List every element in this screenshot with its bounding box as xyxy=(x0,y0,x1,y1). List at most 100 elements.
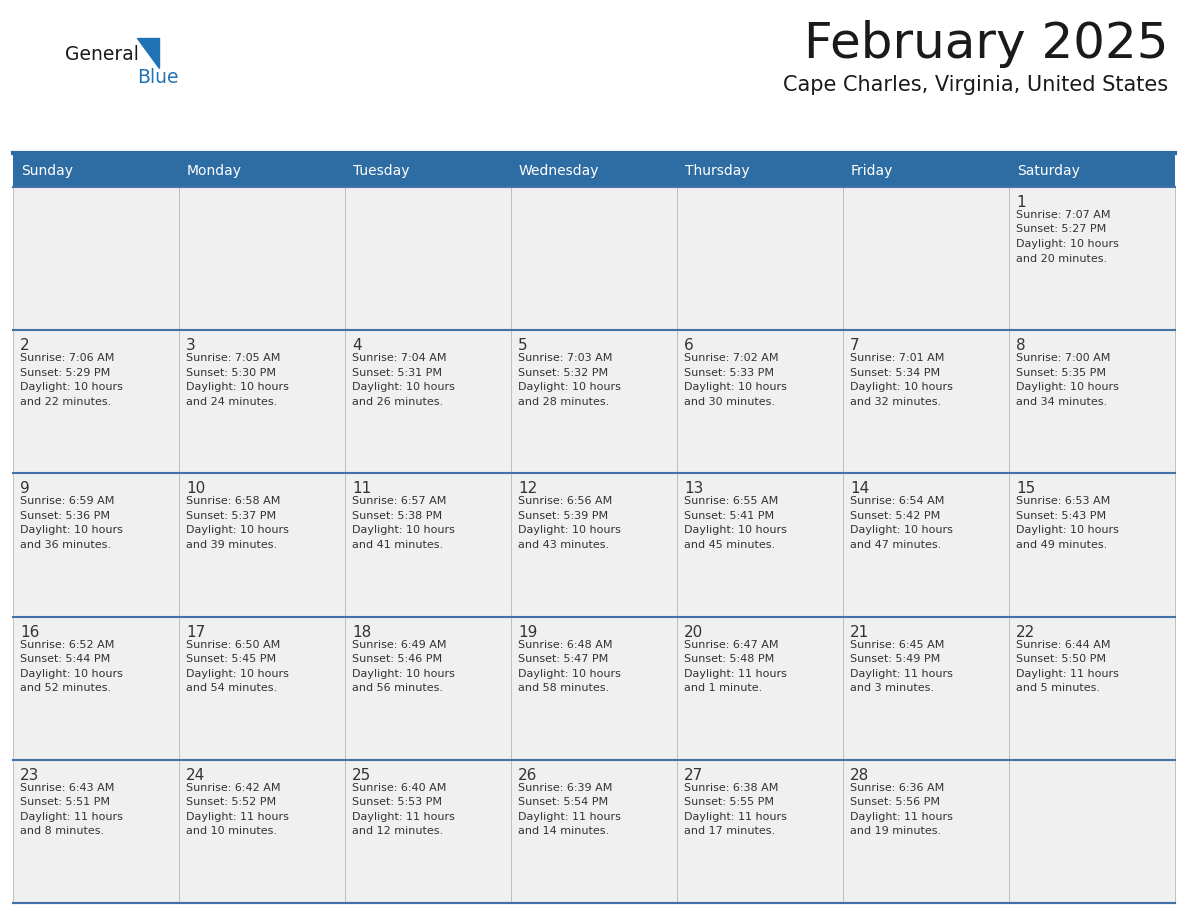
Bar xyxy=(345,617,511,760)
Text: Sunrise: 7:06 AM: Sunrise: 7:06 AM xyxy=(20,353,114,364)
Text: Sunrise: 6:43 AM: Sunrise: 6:43 AM xyxy=(20,783,114,793)
Text: and 58 minutes.: and 58 minutes. xyxy=(518,683,609,693)
Bar xyxy=(677,617,843,760)
Text: 24: 24 xyxy=(187,767,206,783)
Bar xyxy=(13,330,179,474)
Text: and 34 minutes.: and 34 minutes. xyxy=(1016,397,1107,407)
Bar xyxy=(843,330,1009,474)
Text: 10: 10 xyxy=(187,481,206,497)
Text: Sunrise: 6:47 AM: Sunrise: 6:47 AM xyxy=(684,640,778,650)
Text: Sunset: 5:38 PM: Sunset: 5:38 PM xyxy=(352,511,442,521)
Text: Daylight: 10 hours: Daylight: 10 hours xyxy=(1016,525,1119,535)
Text: Daylight: 11 hours: Daylight: 11 hours xyxy=(352,812,455,822)
Text: 6: 6 xyxy=(684,338,694,353)
Text: 9: 9 xyxy=(20,481,30,497)
Text: General: General xyxy=(65,45,139,64)
Text: February 2025: February 2025 xyxy=(803,20,1168,68)
Text: Sunset: 5:52 PM: Sunset: 5:52 PM xyxy=(187,798,276,807)
Text: Cape Charles, Virginia, United States: Cape Charles, Virginia, United States xyxy=(783,75,1168,95)
Text: Daylight: 10 hours: Daylight: 10 hours xyxy=(1016,239,1119,249)
Text: Sunrise: 6:52 AM: Sunrise: 6:52 AM xyxy=(20,640,114,650)
Text: Sunset: 5:41 PM: Sunset: 5:41 PM xyxy=(684,511,775,521)
Text: Sunset: 5:55 PM: Sunset: 5:55 PM xyxy=(684,798,775,807)
Text: Sunset: 5:39 PM: Sunset: 5:39 PM xyxy=(518,511,608,521)
Text: Sunset: 5:29 PM: Sunset: 5:29 PM xyxy=(20,368,110,377)
Text: Sunrise: 7:02 AM: Sunrise: 7:02 AM xyxy=(684,353,778,364)
Bar xyxy=(677,330,843,474)
Text: Daylight: 10 hours: Daylight: 10 hours xyxy=(352,668,455,678)
Text: Sunrise: 6:38 AM: Sunrise: 6:38 AM xyxy=(684,783,778,793)
Text: Sunrise: 6:57 AM: Sunrise: 6:57 AM xyxy=(352,497,447,507)
Bar xyxy=(677,187,843,330)
Text: and 5 minutes.: and 5 minutes. xyxy=(1016,683,1100,693)
Text: and 1 minute.: and 1 minute. xyxy=(684,683,763,693)
Text: Tuesday: Tuesday xyxy=(353,164,410,178)
Text: Daylight: 10 hours: Daylight: 10 hours xyxy=(849,525,953,535)
Text: Daylight: 11 hours: Daylight: 11 hours xyxy=(518,812,621,822)
Text: Sunrise: 7:01 AM: Sunrise: 7:01 AM xyxy=(849,353,944,364)
Bar xyxy=(843,187,1009,330)
Text: Daylight: 10 hours: Daylight: 10 hours xyxy=(518,668,621,678)
Text: 3: 3 xyxy=(187,338,196,353)
Text: 23: 23 xyxy=(20,767,39,783)
Text: 8: 8 xyxy=(1016,338,1025,353)
Text: 28: 28 xyxy=(849,767,870,783)
Text: 16: 16 xyxy=(20,624,39,640)
Text: 2: 2 xyxy=(20,338,30,353)
Bar xyxy=(13,474,179,617)
Polygon shape xyxy=(137,38,159,68)
Text: and 41 minutes.: and 41 minutes. xyxy=(352,540,443,550)
Text: Sunset: 5:54 PM: Sunset: 5:54 PM xyxy=(518,798,608,807)
Text: Sunrise: 6:50 AM: Sunrise: 6:50 AM xyxy=(187,640,280,650)
Text: and 47 minutes.: and 47 minutes. xyxy=(849,540,941,550)
Bar xyxy=(13,617,179,760)
Text: Sunrise: 6:39 AM: Sunrise: 6:39 AM xyxy=(518,783,612,793)
Text: and 54 minutes.: and 54 minutes. xyxy=(187,683,277,693)
Text: Thursday: Thursday xyxy=(685,164,750,178)
Text: Sunset: 5:50 PM: Sunset: 5:50 PM xyxy=(1016,655,1106,664)
Text: and 22 minutes.: and 22 minutes. xyxy=(20,397,112,407)
Bar xyxy=(13,187,179,330)
Text: Daylight: 10 hours: Daylight: 10 hours xyxy=(20,668,122,678)
Text: Sunset: 5:33 PM: Sunset: 5:33 PM xyxy=(684,368,775,377)
Bar xyxy=(677,760,843,903)
Text: Monday: Monday xyxy=(187,164,242,178)
Bar xyxy=(511,760,677,903)
Text: Daylight: 11 hours: Daylight: 11 hours xyxy=(684,668,786,678)
Text: Sunset: 5:32 PM: Sunset: 5:32 PM xyxy=(518,368,608,377)
Bar xyxy=(511,474,677,617)
Text: Sunrise: 6:56 AM: Sunrise: 6:56 AM xyxy=(518,497,612,507)
Text: Sunrise: 6:49 AM: Sunrise: 6:49 AM xyxy=(352,640,447,650)
Text: 25: 25 xyxy=(352,767,371,783)
Bar xyxy=(179,617,345,760)
Text: and 3 minutes.: and 3 minutes. xyxy=(849,683,934,693)
Text: 13: 13 xyxy=(684,481,703,497)
Text: Sunrise: 6:40 AM: Sunrise: 6:40 AM xyxy=(352,783,447,793)
Bar xyxy=(843,474,1009,617)
Text: and 28 minutes.: and 28 minutes. xyxy=(518,397,609,407)
Text: Sunset: 5:30 PM: Sunset: 5:30 PM xyxy=(187,368,276,377)
Text: Sunday: Sunday xyxy=(21,164,72,178)
Text: 12: 12 xyxy=(518,481,537,497)
Bar xyxy=(511,330,677,474)
Text: Daylight: 10 hours: Daylight: 10 hours xyxy=(684,525,786,535)
Bar xyxy=(13,760,179,903)
Text: Sunset: 5:31 PM: Sunset: 5:31 PM xyxy=(352,368,442,377)
Bar xyxy=(1009,187,1175,330)
Text: 26: 26 xyxy=(518,767,537,783)
Text: Sunrise: 6:54 AM: Sunrise: 6:54 AM xyxy=(849,497,944,507)
Text: and 8 minutes.: and 8 minutes. xyxy=(20,826,105,836)
Text: and 43 minutes.: and 43 minutes. xyxy=(518,540,609,550)
Bar xyxy=(179,187,345,330)
Bar xyxy=(345,760,511,903)
Text: and 45 minutes.: and 45 minutes. xyxy=(684,540,775,550)
Text: and 10 minutes.: and 10 minutes. xyxy=(187,826,277,836)
Text: and 12 minutes.: and 12 minutes. xyxy=(352,826,443,836)
Text: and 56 minutes.: and 56 minutes. xyxy=(352,683,443,693)
Text: Daylight: 10 hours: Daylight: 10 hours xyxy=(20,525,122,535)
Text: Daylight: 10 hours: Daylight: 10 hours xyxy=(187,668,289,678)
Bar xyxy=(179,760,345,903)
Bar xyxy=(843,760,1009,903)
Text: 17: 17 xyxy=(187,624,206,640)
Text: Daylight: 11 hours: Daylight: 11 hours xyxy=(849,668,953,678)
